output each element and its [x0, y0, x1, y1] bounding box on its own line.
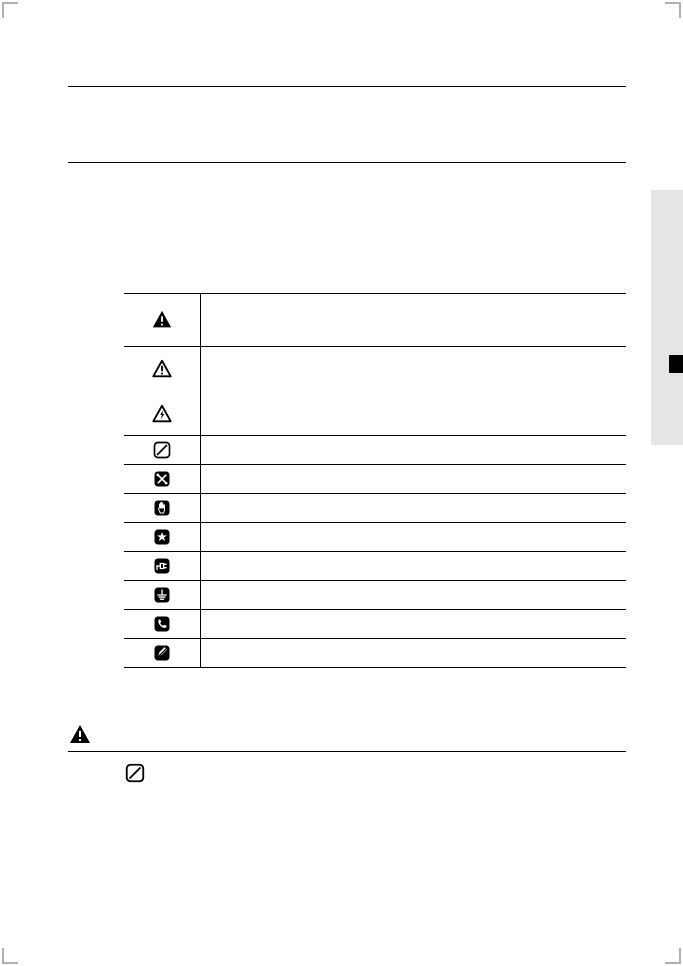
symbol-description: [201, 639, 626, 667]
prohibit-icon: [124, 762, 146, 784]
side-thumb-tab: [651, 190, 683, 445]
no-disassemble-icon: [124, 465, 201, 493]
table-row: [124, 347, 626, 436]
symbol-description: [201, 436, 626, 464]
table-row: [124, 436, 626, 465]
symbol-description: [201, 294, 626, 346]
table-row: [124, 610, 626, 639]
ground-icon: [124, 581, 201, 609]
symbol-description: [201, 581, 626, 609]
symbol-description: [201, 610, 626, 638]
table-row: [124, 552, 626, 581]
intro-text: [68, 203, 626, 263]
page-title: [68, 60, 626, 86]
page-subtitle: [68, 142, 626, 162]
side-thumb-marker: [669, 355, 683, 373]
page-content: [68, 60, 626, 784]
page-corner-mark: [665, 2, 681, 18]
page-corner-mark: [665, 948, 681, 964]
table-row: [124, 494, 626, 523]
page-corner-mark: [2, 2, 18, 18]
symbol-description: [201, 552, 626, 580]
table-row: [124, 523, 626, 552]
table-row: [124, 465, 626, 494]
symbol-description: [201, 523, 626, 551]
page-corner-mark: [2, 948, 18, 964]
prohibit-icon: [124, 436, 201, 464]
warning-solid-icon: [124, 294, 201, 346]
table-row: [124, 581, 626, 610]
star-box-icon: [124, 523, 201, 551]
no-write-icon: [124, 639, 201, 667]
warning-outline-stack-icon: [124, 347, 201, 435]
no-touch-icon: [124, 494, 201, 522]
table-row: [124, 294, 626, 347]
symbol-description: [201, 347, 626, 435]
unplug-icon: [124, 552, 201, 580]
phone-icon: [124, 610, 201, 638]
symbol-table: [124, 293, 626, 668]
warning-heading: [68, 723, 626, 752]
table-row: [124, 639, 626, 668]
warning-note: [68, 762, 626, 784]
symbol-description: [201, 494, 626, 522]
symbol-description: [201, 465, 626, 493]
warning-solid-icon: [68, 723, 92, 747]
